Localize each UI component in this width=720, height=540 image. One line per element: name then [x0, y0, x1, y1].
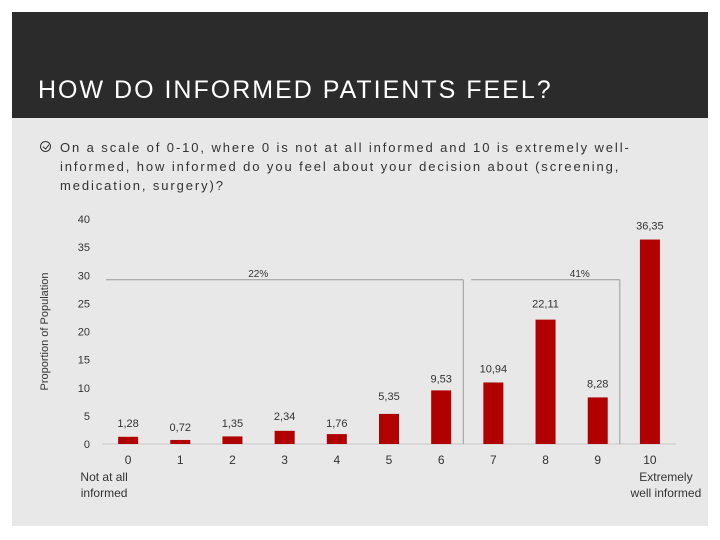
- bar: [639, 239, 660, 444]
- x-sublabel: Not at all informed: [80, 470, 127, 500]
- title-bar: [12, 12, 708, 118]
- page-title: HOW DO INFORMED PATIENTS FEEL?: [38, 76, 553, 104]
- data-label: 5,35: [378, 391, 399, 403]
- bar: [274, 430, 295, 444]
- x-tick-label: 9: [594, 453, 601, 467]
- bracket-label: 41%: [570, 269, 590, 280]
- x-tick-label: 6: [438, 453, 445, 467]
- y-tick-label: 10: [78, 383, 90, 395]
- data-label: 9,53: [430, 373, 451, 385]
- y-tick-label: 0: [84, 439, 90, 451]
- bar: [326, 434, 347, 444]
- check-circle-icon: [40, 141, 51, 152]
- bar: [483, 382, 504, 444]
- x-sublabel-line: Extremely: [639, 470, 692, 484]
- data-label: 1,76: [326, 418, 347, 430]
- x-tick-label: 2: [229, 453, 236, 467]
- y-tick-label: 25: [78, 298, 90, 310]
- data-label: 10,94: [480, 363, 508, 375]
- x-tick-label: 8: [542, 453, 549, 467]
- x-sublabel: Extremely well informed: [630, 470, 702, 500]
- y-axis-label: Proportion of Population: [39, 272, 51, 390]
- bar: [118, 436, 139, 444]
- y-tick-label: 30: [78, 270, 90, 282]
- data-label: 0,72: [170, 422, 191, 434]
- x-tick-label: 4: [333, 453, 340, 467]
- bar: [431, 390, 452, 444]
- y-tick-label: 40: [78, 214, 90, 226]
- x-sublabel-line: informed: [81, 486, 128, 500]
- x-tick-label: 1: [177, 453, 184, 467]
- x-sublabel-line: Not at all: [80, 470, 127, 484]
- bar: [587, 397, 608, 444]
- bar: [222, 436, 243, 444]
- data-label: 36,35: [636, 221, 664, 233]
- data-label: 2,34: [274, 411, 295, 423]
- y-tick-label: 35: [78, 242, 90, 254]
- x-tick-label: 10: [643, 453, 657, 467]
- x-sublabel-line: well informed: [630, 486, 702, 500]
- question-bullet: On a scale of 0-10, where 0 is not at al…: [40, 138, 690, 195]
- x-tick-label: 5: [386, 453, 393, 467]
- bar: [170, 439, 191, 444]
- data-label: 1,28: [117, 418, 138, 430]
- y-tick-label: 5: [84, 411, 90, 423]
- question-text: On a scale of 0-10, where 0 is not at al…: [60, 140, 631, 193]
- x-tick-label: 3: [281, 453, 288, 467]
- x-tick-label: 7: [490, 453, 497, 467]
- data-label: 22,11: [532, 299, 559, 311]
- x-tick-label: 0: [125, 453, 132, 467]
- bar: [379, 413, 399, 444]
- data-label: 8,28: [587, 378, 608, 390]
- bracket-label: 22%: [248, 269, 268, 280]
- data-label: 1,35: [222, 418, 243, 430]
- y-tick-label: 20: [78, 327, 90, 339]
- bar: [535, 319, 556, 444]
- y-tick-label: 15: [78, 355, 90, 367]
